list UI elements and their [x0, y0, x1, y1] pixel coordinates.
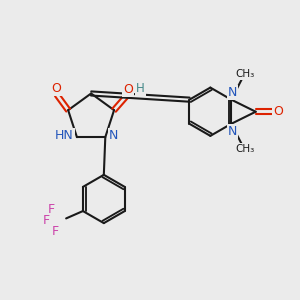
Text: O: O [51, 82, 61, 95]
Text: CH₃: CH₃ [236, 144, 255, 154]
Text: H: H [136, 82, 145, 95]
Text: N: N [109, 129, 118, 142]
Text: O: O [123, 83, 133, 96]
Text: HN: HN [55, 129, 74, 142]
Text: F: F [48, 203, 55, 216]
Text: F: F [43, 214, 50, 227]
Text: N: N [228, 125, 237, 138]
Text: N: N [228, 86, 237, 99]
Text: F: F [52, 225, 59, 238]
Text: CH₃: CH₃ [236, 69, 255, 79]
Text: O: O [273, 105, 283, 118]
